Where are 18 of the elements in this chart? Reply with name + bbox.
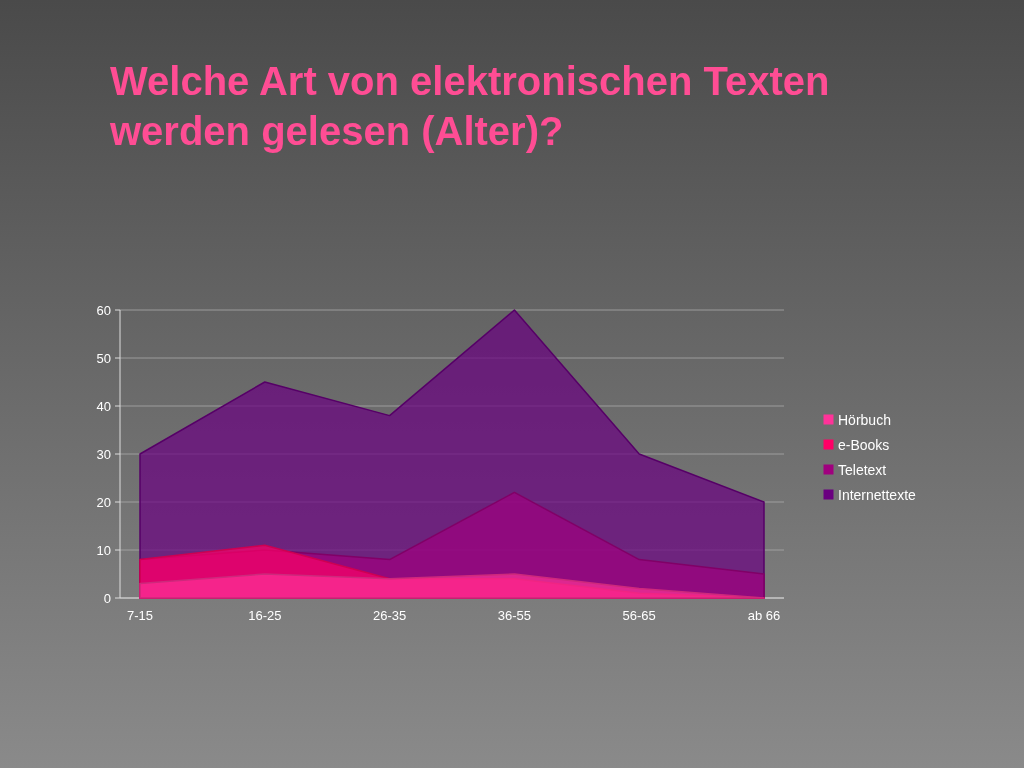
legend-label: Teletext xyxy=(838,461,887,478)
legend-label: Hörbuch xyxy=(838,411,891,428)
y-tick-label: 60 xyxy=(96,302,111,318)
y-tick-label: 30 xyxy=(96,446,111,462)
x-tick-label: 56-65 xyxy=(622,608,656,623)
chart-title: Welche Art von elektronischen Texten werden gelesen (Alter)? xyxy=(109,59,830,153)
y-tick-label: 50 xyxy=(96,350,111,366)
x-tick-label: 26-35 xyxy=(372,608,407,623)
y-tick-label: 20 xyxy=(96,494,111,510)
x-tick-label: 7-15 xyxy=(126,608,154,623)
x-tick-label: 16-25 xyxy=(248,608,282,623)
y-tick-label: 40 xyxy=(96,398,111,414)
y-tick-label: 10 xyxy=(96,542,111,558)
y-tick-label: 0 xyxy=(103,590,111,606)
legend-label: Internettexte xyxy=(838,486,917,503)
legend-label: e-Books xyxy=(838,436,890,453)
x-tick-label: 36-55 xyxy=(497,608,532,623)
x-tick-label: ab 66 xyxy=(747,608,781,623)
